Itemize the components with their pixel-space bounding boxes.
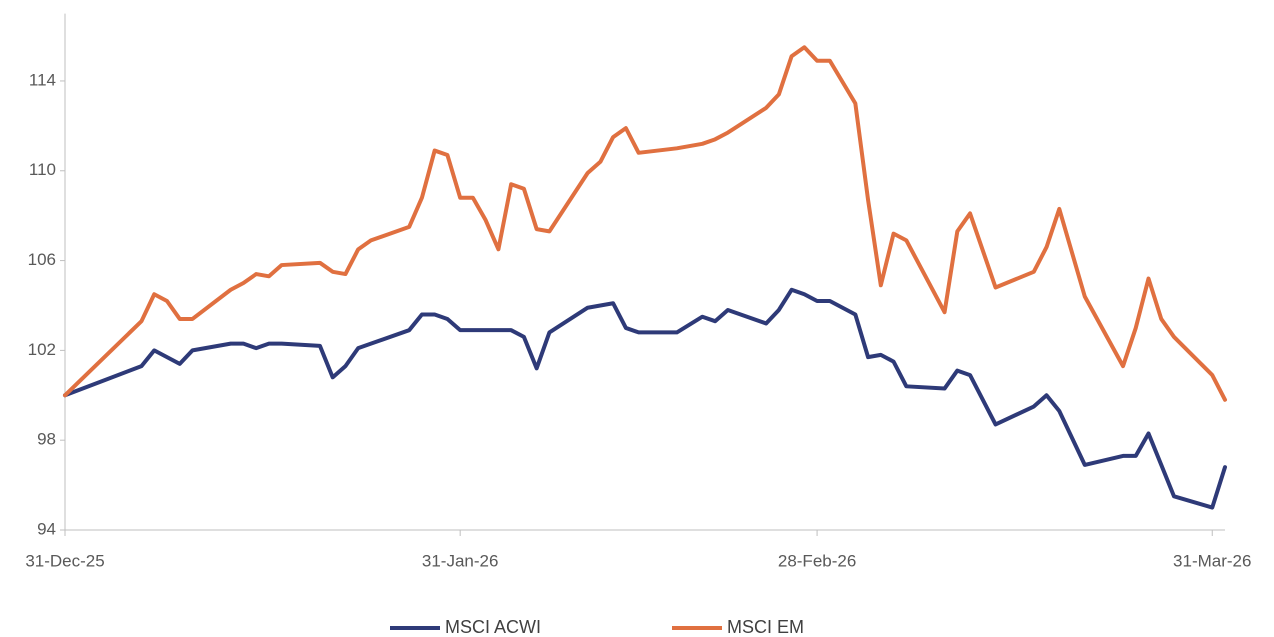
legend-label: MSCI EM <box>727 617 804 637</box>
y-tick-label: 102 <box>28 340 56 359</box>
y-tick-label: 110 <box>29 160 56 179</box>
series-line <box>63 45 1227 402</box>
x-tick-label: 28-Feb-26 <box>778 551 856 570</box>
x-tick-label: 31-Jan-26 <box>422 551 499 570</box>
series-line <box>63 287 1227 510</box>
y-tick-label: 98 <box>37 430 56 449</box>
x-tick-label: 31-Dec-25 <box>25 551 104 570</box>
y-tick-label: 106 <box>28 250 56 269</box>
y-tick-label: 94 <box>37 519 56 538</box>
y-tick-label: 114 <box>29 70 56 89</box>
legend-label: MSCI ACWI <box>445 617 541 637</box>
x-tick-label: 31-Mar-26 <box>1173 551 1251 570</box>
